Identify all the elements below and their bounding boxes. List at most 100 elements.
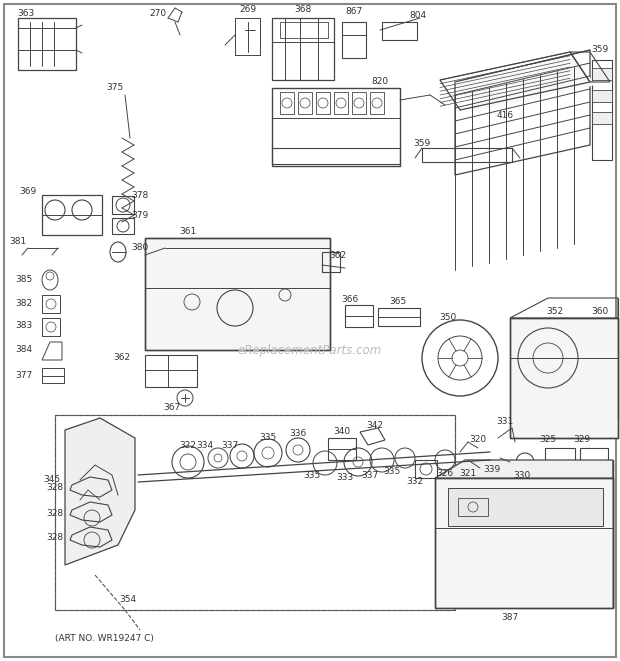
Polygon shape bbox=[455, 55, 595, 112]
Text: 335: 335 bbox=[303, 471, 321, 481]
Bar bbox=[345, 305, 373, 327]
Text: 384: 384 bbox=[16, 346, 33, 354]
Text: 328: 328 bbox=[46, 508, 64, 518]
Bar bbox=[42, 195, 102, 235]
Text: 350: 350 bbox=[440, 313, 456, 323]
Bar bbox=[382, 22, 417, 40]
Text: 379: 379 bbox=[131, 212, 149, 221]
Bar bbox=[145, 238, 330, 350]
Text: 416: 416 bbox=[497, 110, 513, 120]
Bar bbox=[272, 148, 400, 164]
Bar bbox=[435, 478, 613, 608]
Text: 867: 867 bbox=[345, 7, 363, 17]
Text: 333: 333 bbox=[337, 473, 353, 483]
Bar bbox=[435, 478, 613, 608]
Bar bbox=[298, 92, 312, 114]
Text: 363: 363 bbox=[17, 9, 35, 19]
Text: 365: 365 bbox=[389, 297, 407, 307]
Bar bbox=[55, 415, 455, 610]
Text: 383: 383 bbox=[16, 321, 33, 330]
Bar bbox=[510, 318, 618, 438]
Text: 339: 339 bbox=[484, 465, 500, 475]
Bar bbox=[592, 90, 612, 102]
Text: 331: 331 bbox=[497, 418, 513, 426]
Bar bbox=[328, 438, 356, 460]
Text: 336: 336 bbox=[290, 430, 307, 438]
Text: 352: 352 bbox=[546, 307, 564, 317]
Text: 321: 321 bbox=[459, 469, 477, 479]
Bar bbox=[42, 295, 60, 313]
Text: 332: 332 bbox=[407, 477, 423, 486]
Bar bbox=[448, 488, 603, 526]
Text: 362: 362 bbox=[329, 251, 347, 260]
Text: 328: 328 bbox=[46, 483, 64, 492]
Text: 270: 270 bbox=[149, 9, 167, 17]
Bar bbox=[42, 368, 64, 383]
Bar bbox=[592, 112, 612, 124]
Text: 381: 381 bbox=[9, 237, 27, 247]
Text: 359: 359 bbox=[414, 139, 431, 147]
Bar bbox=[334, 92, 348, 114]
Text: 360: 360 bbox=[591, 307, 609, 317]
Text: 377: 377 bbox=[16, 371, 33, 381]
Text: 382: 382 bbox=[16, 299, 33, 307]
Bar bbox=[322, 252, 340, 272]
Bar bbox=[342, 22, 366, 58]
Text: 367: 367 bbox=[164, 403, 180, 412]
Text: 334: 334 bbox=[197, 440, 213, 449]
Text: 337: 337 bbox=[221, 440, 239, 449]
Bar bbox=[145, 355, 197, 387]
Text: 378: 378 bbox=[131, 192, 149, 200]
Bar bbox=[458, 498, 488, 516]
Bar bbox=[545, 448, 575, 470]
Text: 369: 369 bbox=[19, 188, 37, 196]
Text: eReplacementParts.com: eReplacementParts.com bbox=[238, 344, 382, 357]
Bar bbox=[18, 18, 76, 70]
Text: 820: 820 bbox=[371, 77, 389, 87]
Bar bbox=[280, 92, 294, 114]
Text: (ART NO. WR19247 C): (ART NO. WR19247 C) bbox=[55, 635, 154, 644]
Bar bbox=[42, 318, 60, 336]
Bar bbox=[280, 22, 328, 38]
Text: 804: 804 bbox=[409, 11, 427, 20]
Bar bbox=[378, 308, 420, 326]
Bar bbox=[352, 92, 366, 114]
Text: 380: 380 bbox=[131, 243, 149, 253]
Bar bbox=[592, 68, 612, 80]
Bar bbox=[55, 415, 455, 610]
Text: 342: 342 bbox=[366, 420, 384, 430]
Text: 335: 335 bbox=[383, 467, 401, 477]
Text: 354: 354 bbox=[120, 596, 136, 605]
Bar bbox=[370, 92, 384, 114]
Text: 340: 340 bbox=[334, 428, 350, 436]
Text: 366: 366 bbox=[342, 295, 358, 305]
Text: 326: 326 bbox=[436, 469, 454, 479]
Bar bbox=[422, 148, 512, 162]
Polygon shape bbox=[65, 418, 135, 565]
Bar bbox=[580, 448, 608, 470]
Text: 322: 322 bbox=[180, 440, 197, 449]
Text: 359: 359 bbox=[591, 46, 609, 54]
Text: 345: 345 bbox=[43, 475, 61, 485]
Text: 387: 387 bbox=[502, 613, 518, 623]
Text: 325: 325 bbox=[539, 436, 557, 444]
Text: 320: 320 bbox=[469, 436, 487, 444]
Bar bbox=[415, 460, 437, 478]
Text: 269: 269 bbox=[239, 5, 257, 15]
Text: 385: 385 bbox=[16, 276, 33, 284]
Text: 368: 368 bbox=[294, 5, 312, 15]
Polygon shape bbox=[435, 460, 613, 478]
Bar bbox=[510, 318, 618, 438]
Text: 335: 335 bbox=[259, 434, 277, 442]
Text: 337: 337 bbox=[361, 471, 379, 481]
Text: 328: 328 bbox=[46, 533, 64, 543]
Text: 375: 375 bbox=[107, 83, 123, 93]
Text: 329: 329 bbox=[574, 436, 591, 444]
Bar bbox=[112, 196, 134, 214]
Bar bbox=[592, 60, 612, 160]
Bar bbox=[145, 238, 330, 350]
Bar bbox=[272, 88, 400, 166]
Text: 330: 330 bbox=[513, 471, 531, 479]
Text: 362: 362 bbox=[113, 354, 131, 362]
Bar bbox=[316, 92, 330, 114]
